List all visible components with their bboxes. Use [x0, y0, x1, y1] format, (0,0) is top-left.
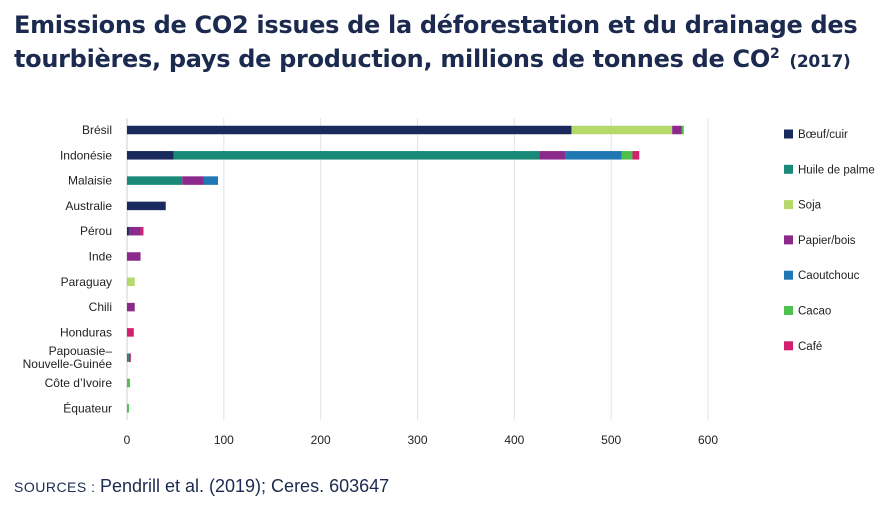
- bar-segment-australie-boeuf-cuir: [127, 201, 166, 211]
- category-label-australie: Australie: [65, 199, 112, 213]
- legend-swatch-cacao: [784, 306, 793, 315]
- bar-segment-inde-papier-bois: [127, 252, 141, 261]
- bar-segment-bresil-cacao: [681, 125, 684, 135]
- category-label-inde: Inde: [89, 250, 113, 264]
- category-label-papouasie-nouvelle-guinee: Papouasie– Nouvelle-Guinée: [23, 344, 113, 371]
- stacked-bar-chart: 0 100 200 300 400 500 600 Brésil Indonésie Malais…: [23, 118, 875, 447]
- legend-label-cafe: Café: [798, 341, 822, 353]
- legend-label-huile-de-palme: Huile de palme: [798, 164, 875, 176]
- category-label-paraguay: Paraguay: [61, 275, 112, 289]
- legend-label-caoutchouc: Caoutchouc: [798, 270, 860, 282]
- category-label-malaisie: Malaisie: [68, 174, 112, 188]
- bar-segment-indonesie-cacao: [621, 151, 633, 160]
- chart-title-year: (2017): [789, 52, 851, 72]
- legend-label-soja: Soja: [798, 200, 822, 212]
- bar-segment-perou-papier-bois: [128, 226, 141, 236]
- bar-segment-papouasie-nouvelle-guinee-huile-de-palme: [127, 353, 129, 362]
- legend-swatch-papier-bois: [784, 235, 793, 245]
- category-label-bresil: Brésil: [82, 123, 112, 137]
- legend-label-papier-bois: Papier/bois: [798, 235, 856, 247]
- bar-segment-papouasie-nouvelle-guinee-cafe: [128, 353, 131, 362]
- bar-segment-honduras-cafe: [127, 328, 134, 337]
- bar-segment-bresil-soja: [571, 125, 673, 135]
- bar-segment-indonesie-boeuf-cuir: [127, 151, 174, 160]
- legend-label-boeuf-cuir: Bœuf/cuir: [798, 129, 848, 141]
- bar-segment-indonesie-caoutchouc: [565, 151, 622, 160]
- x-tick-label-200: 200: [311, 433, 331, 447]
- x-tick-label-300: 300: [407, 433, 427, 447]
- category-label-cote-d-ivoire: Côte d’Ivoire: [45, 376, 113, 390]
- category-label-equateur: Équateur: [63, 400, 112, 415]
- x-tick-label-600: 600: [698, 433, 718, 447]
- bar-segment-paraguay-soja: [127, 277, 135, 287]
- legend-swatch-cafe: [784, 341, 793, 351]
- bar-segment-bresil-papier-bois: [672, 125, 682, 135]
- bar-segment-bresil-boeuf-cuir: [127, 125, 572, 135]
- sources-text: Pendrill et al. (2019); Ceres. 603647: [99, 476, 390, 496]
- x-tick-label-0: 0: [124, 433, 131, 447]
- legend-swatch-soja: [784, 200, 793, 210]
- legend-swatch-boeuf-cuir: [784, 129, 793, 139]
- bar-segment-malaisie-caoutchouc: [203, 176, 219, 185]
- category-label-honduras: Honduras: [60, 325, 112, 339]
- chart-title-line-2-text: tourbières, pays de production, millions…: [14, 45, 770, 73]
- bar-segment-indonesie-huile-de-palme: [173, 151, 540, 160]
- category-label-line: Papouasie–: [49, 344, 113, 358]
- chart-title-superscript: 2: [769, 46, 780, 62]
- bar-segment-equateur-cacao: [127, 404, 129, 413]
- bar-segment-perou-cafe: [140, 226, 144, 236]
- bar-segment-perou-boeuf-cuir: [127, 226, 129, 236]
- legend-label-cacao: Cacao: [798, 306, 831, 318]
- chart-title-line-2: tourbières, pays de production, millions…: [14, 42, 884, 79]
- chart-title: Emissions de CO2 issues de la déforestat…: [14, 8, 884, 79]
- bar-segment-chili-papier-bois: [127, 302, 135, 312]
- category-label-indonesie: Indonésie: [60, 148, 112, 162]
- x-tick-label-400: 400: [504, 433, 524, 447]
- chart-title-line-1: Emissions de CO2 issues de la déforestat…: [14, 11, 858, 39]
- category-label-perou: Pérou: [80, 224, 112, 238]
- bar-segment-indonesie-cafe: [632, 151, 640, 160]
- sources-prefix: SOURCES :: [14, 479, 96, 495]
- bar-segment-malaisie-huile-de-palme: [127, 176, 183, 185]
- sources-note: SOURCES : Pendrill et al. (2019); Ceres.…: [14, 476, 389, 497]
- bar-segment-indonesie-papier-bois: [539, 151, 566, 160]
- bar-segment-malaisie-papier-bois: [182, 176, 204, 185]
- x-tick-label-100: 100: [214, 433, 234, 447]
- bar-segment-cote-d-ivoire-cacao: [127, 378, 130, 388]
- legend-swatch-huile-de-palme: [784, 164, 793, 174]
- legend-swatch-caoutchouc: [784, 270, 793, 280]
- category-label-line: Nouvelle-Guinée: [23, 357, 113, 371]
- category-label-chili: Chili: [89, 300, 112, 314]
- x-tick-label-500: 500: [601, 433, 621, 447]
